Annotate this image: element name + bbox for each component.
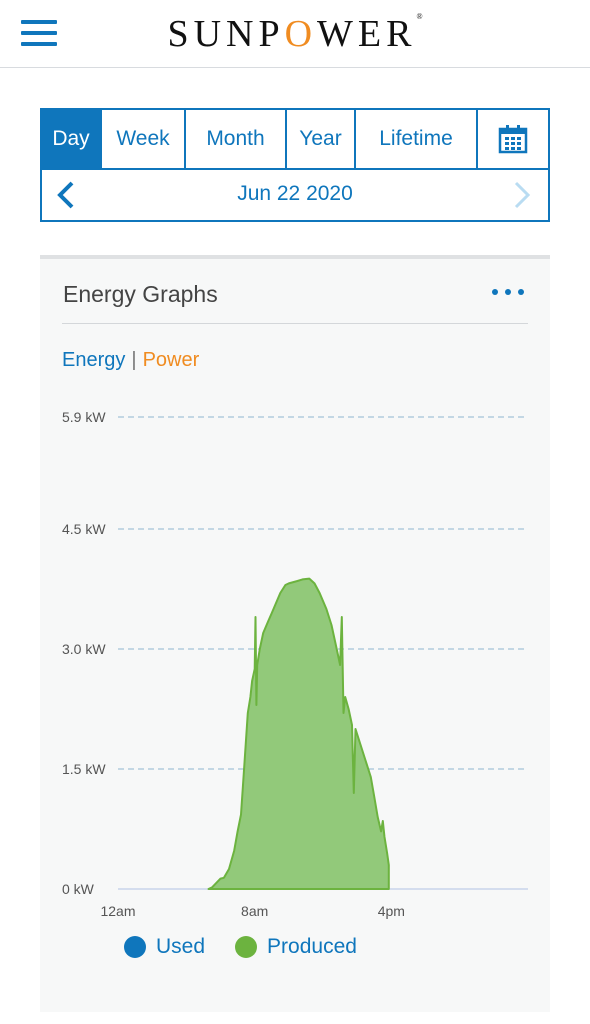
legend-label-produced: Produced: [267, 935, 357, 958]
graph-mode-toggle: Energy | Power: [62, 349, 199, 372]
legend-item-used[interactable]: Used: [124, 935, 205, 959]
calendar-button[interactable]: [478, 110, 548, 168]
legend-dot-used: [124, 936, 146, 958]
calendar-icon: [498, 125, 528, 154]
y-tick-label: 4.5 kW: [62, 521, 106, 537]
date-navigator: Jun 22 2020: [42, 170, 548, 220]
y-tick-label: 3.0 kW: [62, 641, 106, 657]
legend-item-produced[interactable]: Produced: [235, 935, 357, 959]
power-chart: 0 kW 1.5 kW 3.0 kW 4.5 kW 5.9 kW 12am 8am 4pm: [62, 409, 528, 919]
card-title: Energy Graphs: [63, 281, 218, 307]
chart-legend: Used Produced: [124, 935, 387, 959]
toggle-power[interactable]: Power: [142, 349, 200, 371]
x-tick-label: 12am: [100, 903, 135, 919]
y-tick-label: 5.9 kW: [62, 409, 106, 425]
tab-year[interactable]: Year: [287, 110, 356, 168]
more-dots-icon[interactable]: [492, 289, 526, 299]
y-tick-label: 1.5 kW: [62, 761, 106, 777]
x-tick-label: 4pm: [378, 903, 405, 919]
toggle-separator: |: [131, 349, 137, 371]
legend-dot-produced: [235, 936, 258, 958]
tab-month[interactable]: Month: [186, 110, 287, 168]
energy-graphs-card: Energy Graphs Energy | Power 0 kW 1.5 kW 3.0…: [40, 255, 550, 1012]
period-tabs: Day Week Month Year Lifetime: [42, 110, 548, 170]
tab-lifetime[interactable]: Lifetime: [356, 110, 478, 168]
card-divider: [62, 323, 528, 324]
tab-day[interactable]: Day: [42, 110, 102, 168]
tab-week[interactable]: Week: [102, 110, 186, 168]
period-selector: Day Week Month Year Lifetime Jun 22 2020: [40, 108, 550, 222]
top-bar: SUNPOWER®: [0, 0, 590, 68]
series-area-produced: [207, 577, 390, 890]
chevron-left-icon[interactable]: [54, 180, 78, 210]
selected-date[interactable]: Jun 22 2020: [237, 182, 353, 205]
legend-label-used: Used: [156, 935, 206, 958]
toggle-energy[interactable]: Energy: [62, 349, 126, 371]
chevron-right-icon[interactable]: [510, 180, 534, 210]
y-tick-label: 0 kW: [62, 881, 95, 897]
sunpower-logo: SUNPOWER®: [167, 12, 423, 55]
hamburger-menu-icon[interactable]: [21, 20, 57, 46]
x-tick-label: 8am: [241, 903, 268, 919]
